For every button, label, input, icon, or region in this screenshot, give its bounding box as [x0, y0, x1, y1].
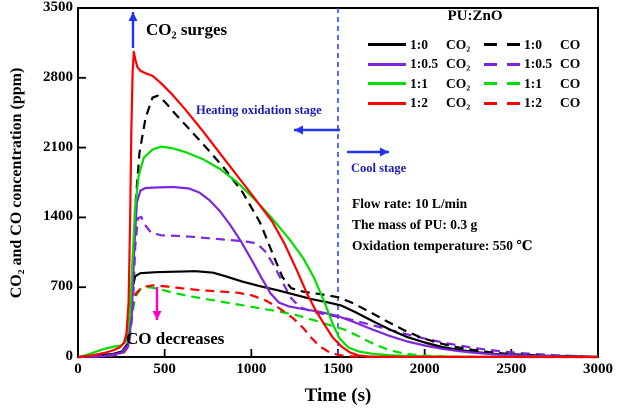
- legend-row: 1:1 CO₂ 1:1 CO: [368, 74, 586, 94]
- cool-stage-right-arrow-icon-head: [380, 147, 389, 157]
- heating-stage-left-arrow-icon-head: [294, 125, 303, 135]
- legend-ratio-label: 1:0: [410, 36, 428, 52]
- legend-gas-label: CO: [560, 75, 581, 91]
- y-tick-label: 2100: [43, 138, 73, 155]
- legend-dash-segment: [484, 43, 497, 47]
- legend-row: 1:0.5 CO₂ 1:0.5 CO: [368, 55, 586, 75]
- x-tick-label: 1500: [323, 361, 353, 377]
- y-tick-label: 0: [65, 348, 74, 364]
- info-oxidation-temperature: Oxidation temperature: 550 ℃: [352, 238, 533, 253]
- legend-gas-label: CO₂: [446, 95, 471, 111]
- legend-ratio-label: 1:2: [410, 95, 428, 111]
- legend-dash-segment: [507, 43, 520, 47]
- legend-solid-line: [368, 82, 406, 86]
- x-tick-label: 0: [74, 361, 82, 377]
- series-line-ratio-1-0-5-co: [77, 215, 599, 359]
- legend-ratio-label: 1:1: [410, 75, 428, 91]
- y-tick-label: 700: [50, 278, 74, 295]
- x-tick-label: 2000: [409, 361, 440, 377]
- x-tick-label: 3000: [583, 361, 613, 377]
- legend-ratio-label: 1:0.5: [524, 56, 553, 72]
- co2-surges-up-arrow-icon-head: [128, 12, 138, 21]
- y-axis-title: CO₂ and CO concentration (ppm): [8, 67, 25, 299]
- legend-dashed-line-swatch: [484, 101, 520, 105]
- legend-dash-segment: [484, 101, 497, 105]
- experiment-info: Flow rate: 10 L/min The mass of PU: 0.3 …: [352, 193, 533, 256]
- legend-ratio-label: 1:0.5: [410, 56, 439, 72]
- legend-gas-label: CO: [560, 56, 581, 72]
- legend-solid-line-swatch: [368, 82, 406, 86]
- legend-ratio-label: 1:0: [524, 36, 542, 52]
- legend-ratio-label: 1:1: [524, 75, 542, 91]
- legend-row: 1:0 CO₂ 1:0 CO: [368, 35, 586, 55]
- series-line-ratio-1-0-5-co2: [77, 185, 599, 359]
- legend-solid-line: [368, 101, 406, 105]
- legend-ratio-label: 1:2: [524, 95, 542, 111]
- x-tick-label: 1000: [236, 361, 267, 377]
- legend: 1:0 CO₂ 1:0 CO 1:0.5 CO₂ 1:0.5 CO 1:1 CO₂ 1:1 CO 1:2…: [368, 35, 586, 113]
- legend-solid-line-swatch: [368, 101, 406, 105]
- legend-dash-segment: [484, 82, 497, 86]
- y-tick-label: 2800: [43, 68, 73, 85]
- series-line-ratio-1-1-co2: [77, 145, 598, 359]
- legend-dash-segment: [484, 62, 497, 66]
- x-tick-label: 2500: [496, 361, 527, 377]
- legend-gas-label: CO: [560, 95, 581, 111]
- series-line-ratio-1-2-co2: [77, 50, 599, 359]
- info-flow-rate: Flow rate: 10 L/min: [352, 196, 468, 211]
- co-decreases-down-arrow-icon-head: [152, 311, 162, 320]
- legend-solid-line: [368, 43, 406, 47]
- legend-title: PU:ZnO: [447, 8, 503, 24]
- legend-dashed-line-swatch: [484, 43, 520, 47]
- legend-dashed-line-swatch: [484, 62, 520, 66]
- legend-gas-label: CO₂: [446, 36, 471, 52]
- co-decreases-annotation: CO decreases: [126, 329, 225, 348]
- legend-dash-segment: [507, 101, 520, 105]
- x-axis-title: Time (s): [304, 385, 372, 406]
- heating-stage-annotation: Heating oxidation stage: [196, 103, 322, 117]
- legend-dashed-line-swatch: [484, 82, 520, 86]
- legend-gas-label: CO₂: [446, 75, 471, 91]
- legend-dash-segment: [507, 82, 520, 86]
- y-tick-label: 3500: [43, 0, 73, 15]
- legend-solid-line-swatch: [368, 43, 406, 47]
- cool-stage-annotation: Cool stage: [351, 161, 407, 175]
- legend-dash-segment: [507, 62, 520, 66]
- x-tick-label: 500: [153, 361, 176, 377]
- legend-solid-line: [368, 62, 406, 66]
- legend-gas-label: CO: [560, 36, 581, 52]
- legend-solid-line-swatch: [368, 62, 406, 66]
- legend-row: 1:2 CO₂ 1:2 CO: [368, 94, 586, 114]
- info-pu-mass: The mass of PU: 0.3 g: [352, 217, 478, 232]
- legend-gas-label: CO₂: [446, 56, 471, 72]
- co2-surges-annotation: CO₂ surges: [146, 20, 228, 39]
- y-tick-label: 1400: [43, 208, 73, 225]
